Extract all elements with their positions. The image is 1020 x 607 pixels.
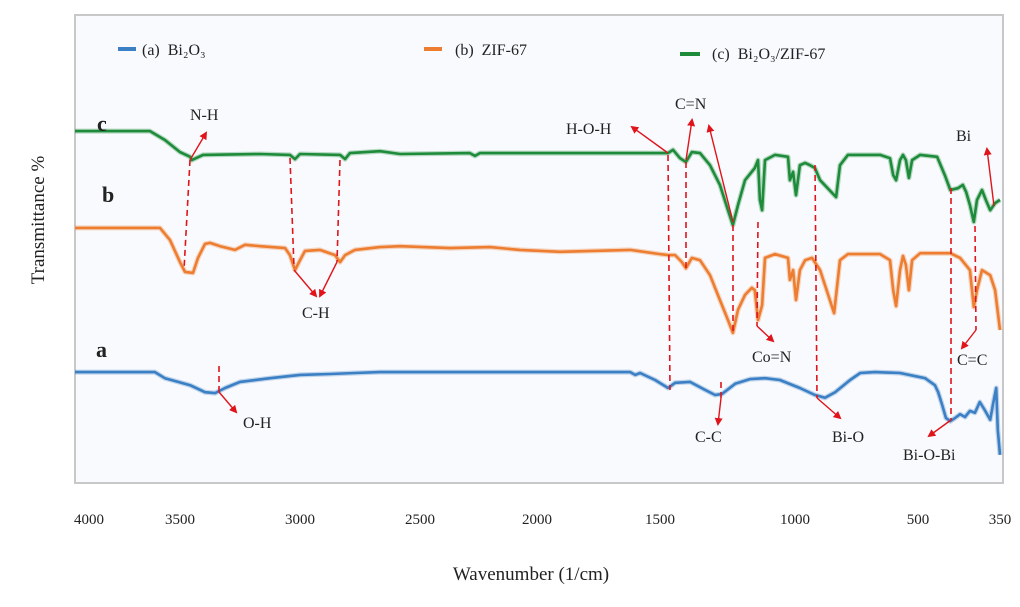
arrow-con xyxy=(756,325,775,343)
guide-ch-1 xyxy=(289,157,295,269)
legend: (a) Bi₂O₃ (b) ZIF-67 (c) Bi₂O₃/ZIF-67 xyxy=(118,42,825,63)
series-a-bi2o3 xyxy=(75,370,1002,456)
arrow-ch-2 xyxy=(319,261,338,298)
arrow-bi xyxy=(983,147,995,207)
x-tick-label: 2500 xyxy=(405,512,435,528)
arrow-hoh xyxy=(630,125,669,154)
x-tick-labels: 4000 3500 3000 2500 2000 1500 1000 500 350 xyxy=(74,512,1011,528)
curve-letter-b: b xyxy=(102,182,114,207)
legend-label-c: (c) Bi₂O₃/ZIF-67 xyxy=(712,46,825,63)
curve-letter-a: a xyxy=(96,337,107,362)
guide-ch-2 xyxy=(336,159,341,263)
label-cn: C=N xyxy=(675,96,707,113)
guide-bio xyxy=(814,164,818,399)
arrow-c_c xyxy=(960,329,977,350)
y-axis-label: Transmittance % xyxy=(28,156,49,285)
arrow-ch-1 xyxy=(293,269,318,298)
arrow-cn-2 xyxy=(706,124,734,223)
label-hoh: H-O-H xyxy=(566,121,612,138)
peak-guides xyxy=(183,154,977,420)
label-c_c: C=C xyxy=(957,352,987,369)
peak-labels: N-H C-H O-H H-O-H C=N Co=N Bi-O C-C Bi-O… xyxy=(190,96,987,464)
label-cc: C-C xyxy=(695,429,722,446)
arrow-nh xyxy=(189,131,208,161)
label-bio: Bi-O xyxy=(832,429,864,446)
x-tick-label: 1000 xyxy=(780,512,810,528)
arrow-bio xyxy=(816,397,842,420)
label-oh: O-H xyxy=(243,415,272,432)
series-c-composite xyxy=(75,129,1001,227)
label-bi: Bi xyxy=(956,128,972,145)
guide-c_c xyxy=(974,225,977,331)
legend-label-a: (a) Bi₂O₃ xyxy=(142,42,206,59)
arrow-oh xyxy=(218,391,238,414)
arrow-cc xyxy=(714,397,723,426)
arrow-cn-1 xyxy=(685,118,696,161)
curve-letter-c: c xyxy=(97,111,107,136)
guide-nh xyxy=(183,159,191,271)
x-tick-label: 2000 xyxy=(522,512,552,528)
curves xyxy=(75,128,1003,456)
guide-hoh xyxy=(667,154,671,391)
series-b-zif67 xyxy=(75,226,1002,335)
x-tick-label: 500 xyxy=(907,512,930,528)
arrow-biobi xyxy=(927,419,952,438)
x-tick-label: 4000 xyxy=(74,512,104,528)
guide-con xyxy=(756,221,759,327)
x-tick-label: 350 xyxy=(989,512,1012,528)
x-tick-label: 1500 xyxy=(645,512,675,528)
peak-arrows xyxy=(189,118,995,438)
x-tick-label: 3500 xyxy=(165,512,195,528)
label-con: Co=N xyxy=(752,349,792,366)
label-biobi: Bi-O-Bi xyxy=(903,447,956,464)
legend-label-b: (b) ZIF-67 xyxy=(455,42,527,59)
label-ch: C-H xyxy=(302,305,330,322)
x-axis-label: Wavenumber (1/cm) xyxy=(453,564,609,585)
x-tick-label: 3000 xyxy=(285,512,315,528)
label-nh: N-H xyxy=(190,107,219,124)
